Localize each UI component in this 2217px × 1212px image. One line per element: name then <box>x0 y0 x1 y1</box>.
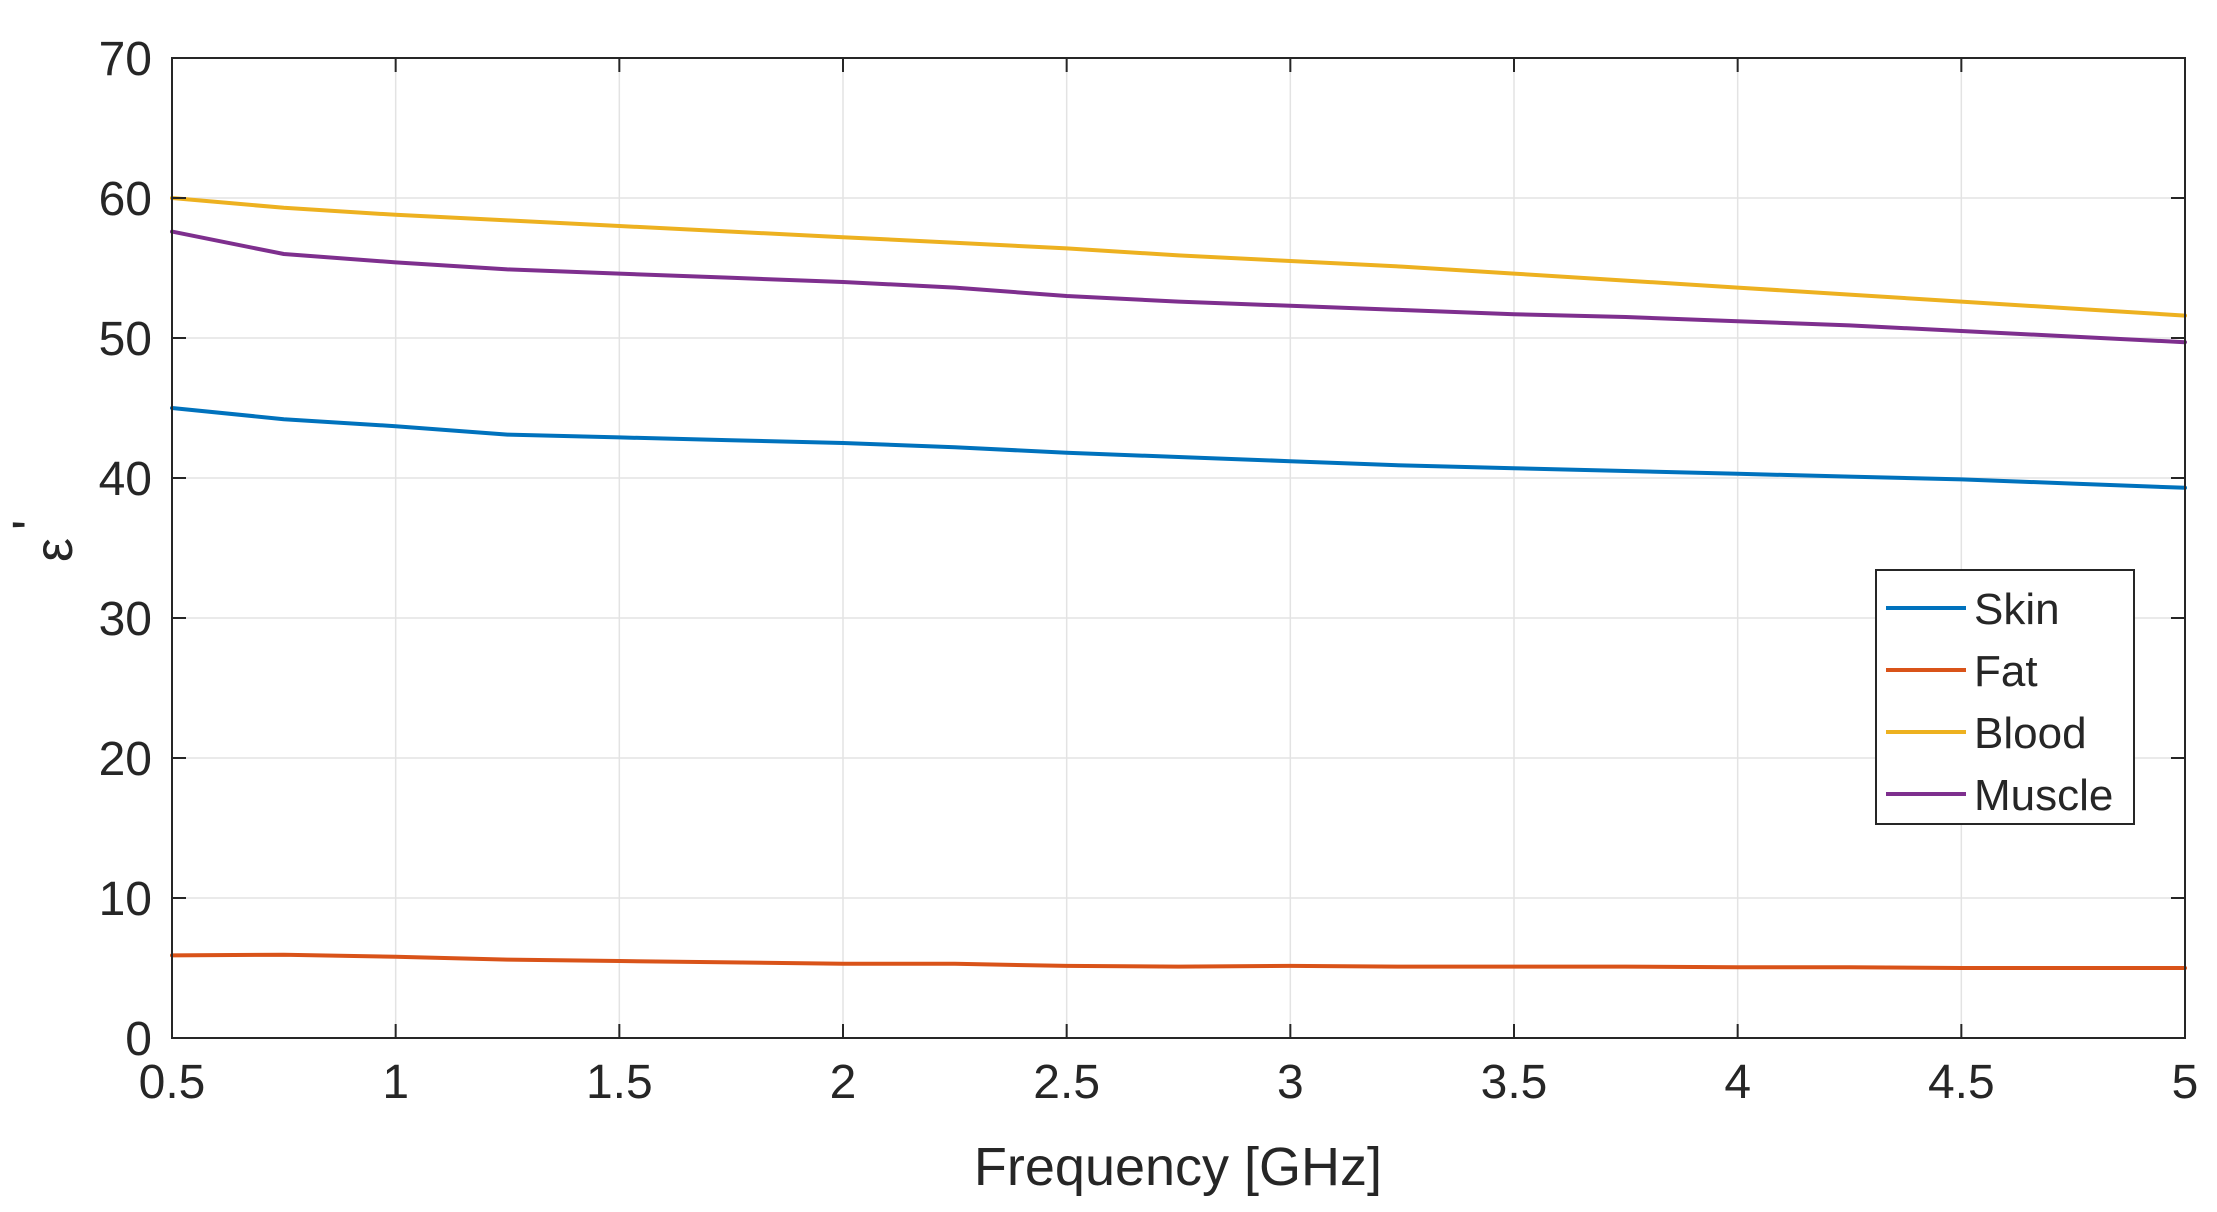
y-tick-label: 60 <box>99 173 152 226</box>
grid <box>172 58 2185 1038</box>
x-tick-label: 1.5 <box>586 1056 653 1109</box>
series-line-muscle <box>170 229 2187 345</box>
x-tick-label: 3 <box>1277 1056 1304 1109</box>
legend-box <box>1875 569 2135 825</box>
legend-label-fat: Fat <box>1974 647 2038 696</box>
x-tick-label: 0.5 <box>139 1056 206 1109</box>
x-tick-label: 2.5 <box>1033 1056 1100 1109</box>
legend-label-skin: Skin <box>1974 585 2060 634</box>
x-tick-label: 5 <box>2172 1056 2199 1109</box>
x-tick-label: 4 <box>1724 1056 1751 1109</box>
y-tick-label: 10 <box>99 873 152 926</box>
legend: Skin Fat Blood Muscle <box>1875 569 2135 825</box>
y-tick-label: 70 <box>99 33 152 86</box>
y-tick-label: 50 <box>99 313 152 366</box>
y-axis-label-symbol: ε <box>24 538 84 562</box>
y-axis-label: ε ' <box>2 520 84 562</box>
x-axis-label: Frequency [GHz] <box>974 1137 1382 1197</box>
x-tick-label: 1 <box>382 1056 409 1109</box>
y-tick-label: 30 <box>99 593 152 646</box>
series-lines <box>170 196 2187 970</box>
series-line-blood <box>170 196 2187 318</box>
x-tick-label: 2 <box>830 1056 857 1109</box>
y-tick-label: 40 <box>99 453 152 506</box>
plot-frame <box>171 57 2186 1039</box>
legend-label-muscle: Muscle <box>1974 771 2113 820</box>
y-tick-label: 20 <box>99 733 152 786</box>
plot-area-background <box>172 58 2185 1038</box>
x-tick-label: 3.5 <box>1481 1056 1548 1109</box>
x-tick-label: 4.5 <box>1928 1056 1995 1109</box>
legend-label-blood: Blood <box>1974 709 2087 758</box>
y-axis-label-prime: ' <box>2 520 62 530</box>
y-tick-label: 0 <box>125 1013 152 1066</box>
series-line-fat <box>170 952 2187 970</box>
series-line-skin <box>170 406 2187 490</box>
